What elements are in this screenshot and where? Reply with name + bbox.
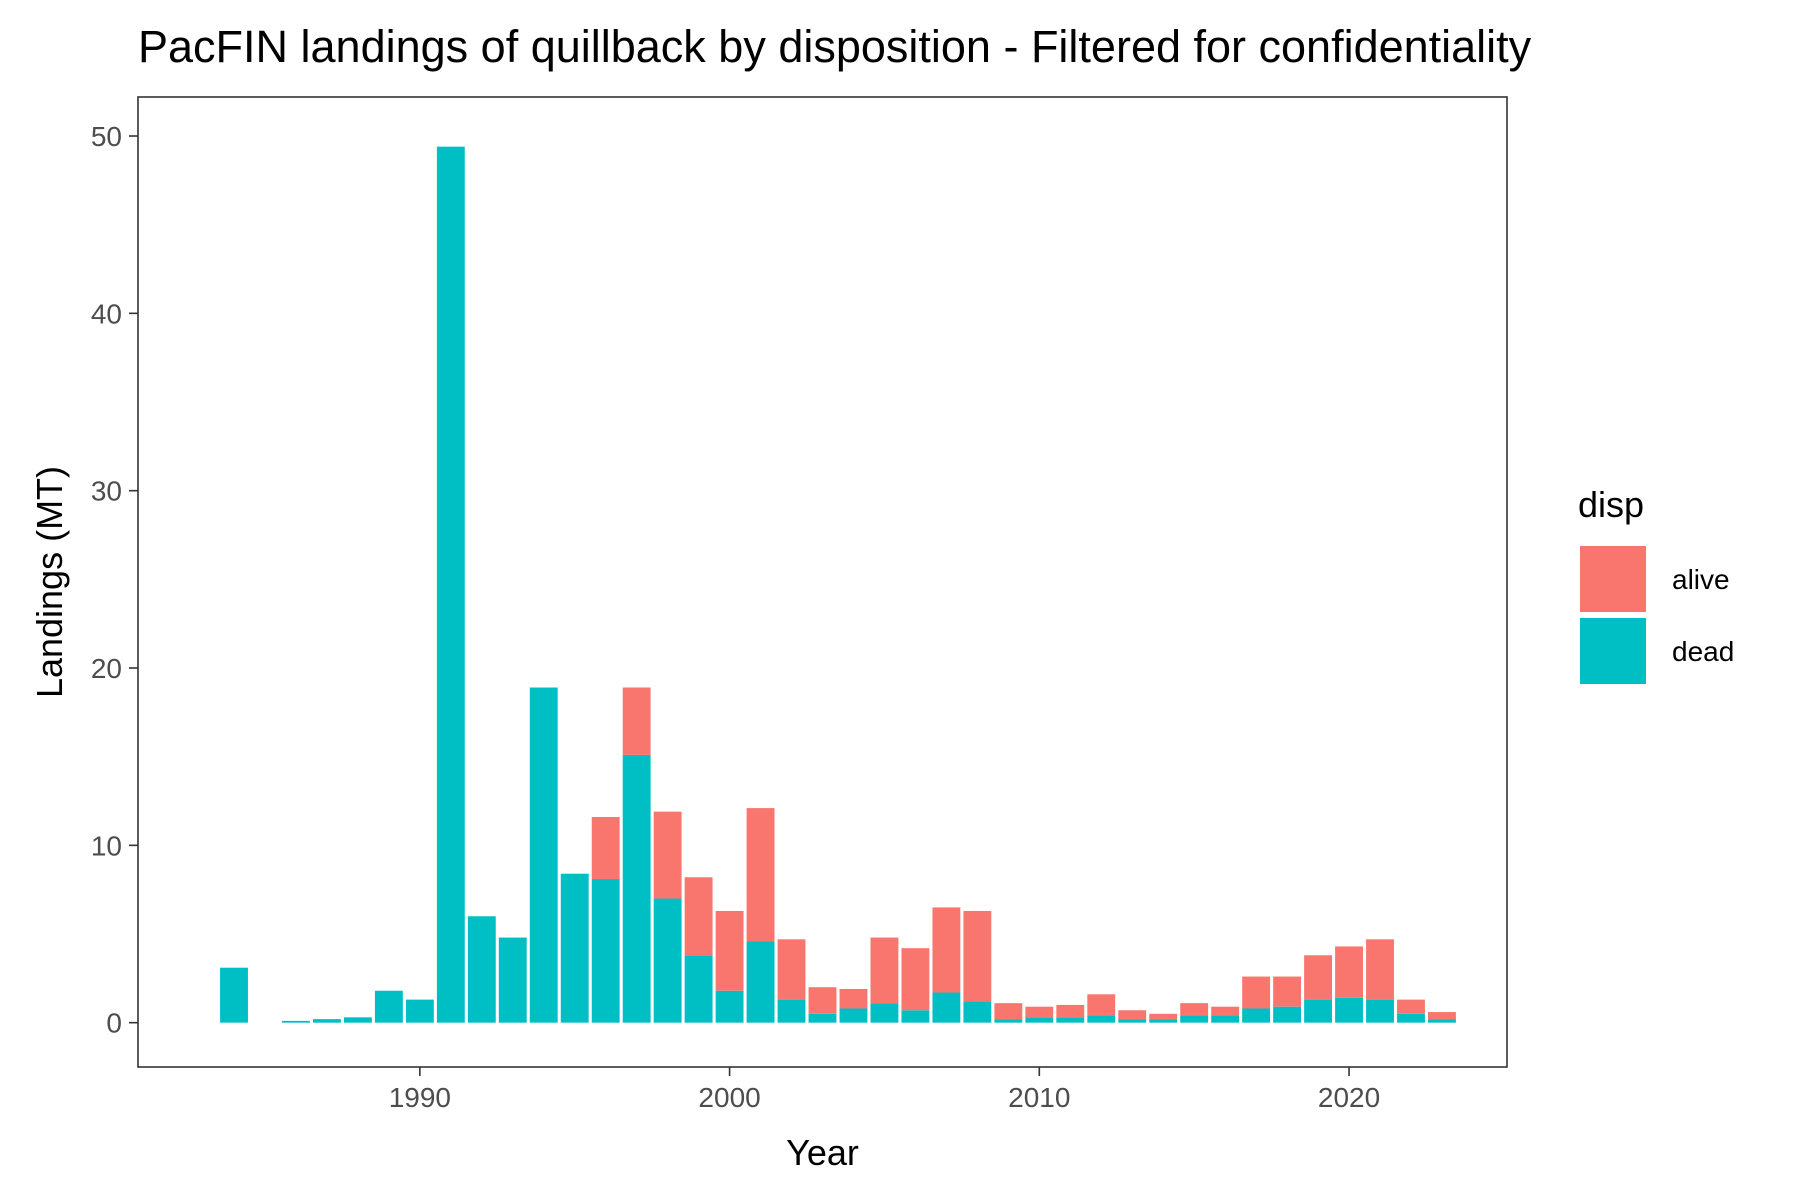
bar-dead-1988 (343, 1017, 372, 1023)
bar-dead-2018 (1273, 1006, 1302, 1023)
bar-alive-2008 (963, 910, 992, 1002)
bar-alive-2005 (870, 937, 899, 1004)
bar-alive-2001 (746, 808, 775, 942)
bar-dead-2000 (715, 990, 744, 1023)
bar-dead-1991 (436, 146, 465, 1023)
y-tick-label-20: 20 (91, 653, 122, 684)
y-tick-label-10: 10 (91, 830, 122, 861)
bar-alive-2000 (715, 910, 744, 991)
bar-alive-1996 (591, 816, 620, 880)
axes-layer: 1990 2000 2010 2020 0 10 20 30 40 50 (91, 121, 1380, 1113)
bar-alive-2002 (777, 939, 806, 1000)
bar-alive-1998 (653, 811, 682, 899)
bar-alive-2020 (1335, 946, 1363, 998)
bar-dead-1999 (684, 955, 713, 1023)
legend: disp alive dead (1578, 484, 1734, 684)
bar-dead-2008 (963, 1001, 992, 1023)
bar-dead-2020 (1335, 997, 1363, 1023)
bar-dead-2004 (839, 1008, 868, 1023)
x-axis-title: Year (786, 1132, 859, 1173)
bar-dead-1984 (220, 967, 248, 1023)
legend-label-dead: dead (1672, 636, 1734, 667)
bar-dead-1997 (622, 754, 651, 1023)
bar-alive-2014 (1149, 1013, 1178, 1020)
bar-dead-2005 (870, 1003, 899, 1023)
bar-alive-2004 (839, 988, 868, 1009)
bar-dead-1990 (405, 999, 434, 1023)
legend-key-alive (1580, 546, 1646, 612)
y-tick-label-30: 30 (91, 476, 122, 507)
bar-dead-2012 (1087, 1015, 1116, 1023)
bar-alive-2016 (1211, 1006, 1240, 1016)
x-tick-label-2010: 2010 (1008, 1082, 1070, 1113)
legend-key-dead (1580, 618, 1646, 684)
bar-dead-2010 (1025, 1017, 1054, 1023)
bar-dead-2021 (1366, 999, 1394, 1023)
bar-dead-2023 (1428, 1019, 1456, 1023)
bar-dead-2009 (994, 1019, 1023, 1023)
bar-dead-1998 (653, 898, 682, 1023)
x-tick-label-1990: 1990 (389, 1082, 451, 1113)
bar-alive-2019 (1304, 955, 1333, 1000)
bar-dead-1995 (560, 873, 589, 1023)
bar-alive-2010 (1025, 1006, 1054, 1018)
bar-dead-1994 (529, 687, 558, 1023)
bar-dead-2016 (1211, 1015, 1240, 1023)
y-tick-label-40: 40 (91, 298, 122, 329)
y-tick-label-0: 0 (106, 1008, 122, 1039)
bar-alive-2006 (901, 948, 930, 1011)
bar-alive-2012 (1087, 994, 1116, 1016)
bar-alive-2023 (1428, 1012, 1456, 1020)
bar-alive-2003 (808, 987, 837, 1014)
x-tick-label-2020: 2020 (1318, 1082, 1380, 1113)
bar-dead-1989 (374, 990, 403, 1023)
bar-dead-2001 (746, 941, 775, 1023)
bar-dead-2011 (1056, 1017, 1085, 1023)
bar-alive-2013 (1118, 1010, 1147, 1020)
bar-dead-2003 (808, 1013, 837, 1023)
bar-dead-2015 (1180, 1015, 1209, 1023)
bar-dead-1996 (591, 879, 620, 1023)
panel-border (137, 96, 1508, 1068)
bar-alive-2017 (1242, 976, 1271, 1009)
bar-alive-2018 (1273, 976, 1302, 1007)
bar-alive-2011 (1056, 1004, 1085, 1018)
bar-dead-2013 (1118, 1019, 1147, 1023)
bar-dead-2019 (1304, 999, 1333, 1023)
legend-label-alive: alive (1672, 564, 1730, 595)
bar-alive-2009 (994, 1003, 1023, 1020)
y-axis-title: Landings (MT) (29, 466, 70, 698)
bar-alive-2015 (1180, 1003, 1209, 1016)
bar-dead-1993 (498, 937, 527, 1023)
bar-dead-2007 (932, 992, 961, 1023)
bar-alive-2022 (1397, 999, 1425, 1014)
bar-dead-2006 (901, 1010, 930, 1023)
bars-layer (220, 146, 1456, 1023)
legend-title: disp (1578, 484, 1644, 525)
bar-alive-2007 (932, 907, 961, 993)
chart-title: PacFIN landings of quillback by disposit… (138, 21, 1532, 72)
bar-alive-2021 (1366, 939, 1394, 1000)
y-tick-label-50: 50 (91, 121, 122, 152)
bar-dead-2014 (1149, 1019, 1178, 1023)
bar-dead-2002 (777, 999, 806, 1023)
bar-dead-2017 (1242, 1008, 1271, 1023)
bar-alive-1999 (684, 877, 713, 956)
bar-dead-1987 (312, 1019, 341, 1023)
bar-alive-1997 (622, 687, 651, 755)
bar-dead-2022 (1397, 1013, 1425, 1023)
bar-dead-1992 (467, 916, 496, 1023)
x-tick-label-2000: 2000 (698, 1082, 760, 1113)
bar-dead-1986 (282, 1020, 310, 1023)
